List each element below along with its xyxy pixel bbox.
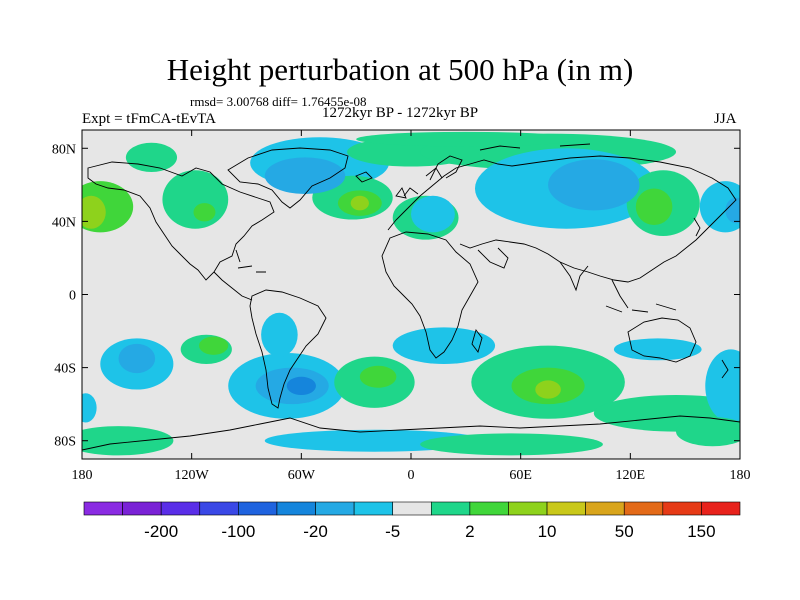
anomaly-region [162,170,229,229]
colorbar-swatch [430,501,471,516]
colorbar-swatch [508,501,548,516]
colorbar-swatch [662,501,702,516]
anomaly-region [82,393,97,423]
anomaly-region [535,380,561,399]
colorbar-swatch [623,501,664,516]
lat-tick-label: 40S [54,362,76,377]
coastlines [82,143,740,451]
anomaly-region [193,203,216,222]
lon-tick-label: 120E [616,468,646,483]
colorbar-swatch [160,501,201,516]
colorbar-label: -20 [303,522,328,541]
colorbar-swatch [122,501,162,516]
anomaly-region [359,365,397,388]
colorbar-swatch [315,501,355,516]
lat-tick-label: 0 [69,289,76,304]
anomaly-region [198,336,229,355]
colorbar-label: -100 [221,522,255,541]
colorbar-swatch [276,501,316,516]
anomaly-region [82,195,106,229]
lat-tick-label: 80N [52,142,76,157]
colorbar-label: 150 [687,522,715,541]
anomaly-region [125,142,178,173]
colorbar-label: 2 [465,522,474,541]
lat-tick-label: 80S [54,435,76,450]
lat-tick-label: 40N [52,215,76,230]
lon-tick-label: 0 [408,468,415,483]
colorbar-swatch [701,501,741,516]
height-field [82,131,740,456]
anomaly-region [725,197,740,224]
season-label: JJA [714,111,737,127]
colorbar: -200 -100 -20 -5 2 10 50 150 [83,501,741,541]
anomaly-region [350,195,369,211]
colorbar-swatch [585,501,625,516]
anomaly-region [635,188,673,226]
anomaly-region [613,338,702,361]
anomaly-region [286,376,316,396]
colorbar-label: -200 [144,522,178,541]
colorbar-swatch [238,501,278,516]
anomaly-region [676,416,740,447]
colorbar-swatch [83,501,123,516]
anomaly-region [356,131,576,147]
colorbar-label: 10 [538,522,557,541]
lon-tick-label: 180 [72,468,93,483]
colorbar-swatch [353,501,394,516]
colorbar-label: 50 [615,522,634,541]
anomaly-region [118,343,156,374]
anomaly-region [261,312,298,357]
anomaly-region [699,181,740,233]
anomaly-region [420,433,603,456]
experiment-label: Expt = tFmCA-tEvTA [82,111,216,127]
colorbar-swatch [546,501,586,516]
anomaly-region [705,349,740,423]
colorbar-label: -5 [385,522,400,541]
lon-tick-label: 60E [509,468,532,483]
stats-label: rmsd= 3.00768 diff= 1.76455e-08 [190,94,367,109]
colorbar-swatch [392,501,432,516]
anomaly-region [548,159,640,211]
anomaly-region [392,327,496,364]
lon-tick-label: 60W [288,468,316,483]
anomaly-region [82,426,174,456]
anomaly-region [264,157,346,194]
plot-title: Height perturbation at 500 hPa (in m) [166,52,634,87]
lon-tick-label: 180 [730,468,751,483]
period-label: 1272kyr BP - 1272kyr BP [322,105,479,121]
colorbar-swatch [469,501,509,516]
colorbar-swatch [199,501,239,516]
anomaly-region [411,195,455,233]
axis-ticks: 180 120W 60W 0 60E 120E 180 80N 40N 0 40S 80S [52,130,751,483]
lon-tick-label: 120W [175,468,210,483]
